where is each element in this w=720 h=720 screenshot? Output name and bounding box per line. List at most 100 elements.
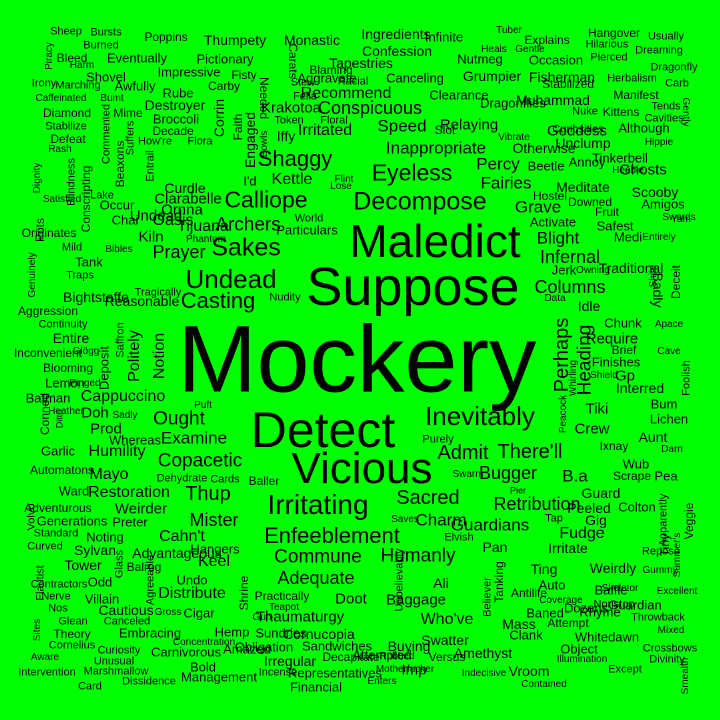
word-jerk: Jerk: [551, 262, 577, 278]
word-curdle: Curdle: [164, 180, 206, 196]
word-curiosities: Curiosities: [552, 123, 604, 136]
word-continuity: Continuity: [38, 318, 88, 331]
word-infernal: Infernal: [539, 247, 601, 267]
word-stabilized: Stabilized: [541, 77, 595, 91]
word-there-ll: There'll: [497, 441, 563, 463]
word-generations: Generations: [36, 513, 108, 529]
word-scrape: Scrape: [612, 469, 652, 483]
word-cornucopia: Cornucopia: [283, 626, 355, 642]
word-lake: Lake: [90, 189, 114, 202]
word-eyeless: Eyeless: [371, 159, 453, 186]
word-balrog: Balrog: [126, 560, 162, 574]
word-foolish: Foolish: [680, 360, 693, 396]
word-weirdly: Weirdly: [589, 560, 637, 576]
word-entirely: Entirely: [642, 232, 676, 243]
word-gun: Gun: [252, 612, 272, 623]
word-columns: Columns: [534, 277, 606, 297]
word-robbed: Robbed: [379, 651, 415, 662]
word-attempt: Attempt: [547, 616, 589, 630]
word-oasis: Oasis: [152, 212, 194, 229]
word-kittens: Kittens: [602, 105, 640, 119]
word-dignity: Dignity: [32, 162, 43, 194]
word-mayo: Mayo: [89, 466, 129, 483]
word-inappropriate: Inappropriate: [385, 138, 487, 158]
word-baned: Baned: [526, 605, 564, 621]
word-nonstop: Nonstop: [593, 598, 635, 611]
word-glass: Glass: [113, 549, 126, 579]
word-prod: Prod: [90, 420, 122, 438]
word-ward: Ward: [58, 483, 90, 499]
word-fairies: Fairies: [480, 173, 532, 193]
word-thup: Thup: [185, 483, 231, 505]
word-ditto: Ditto: [54, 409, 65, 429]
word-admit: Admit: [437, 442, 489, 464]
word-floral: Floral: [320, 114, 348, 127]
word-traps: Traps: [66, 269, 94, 282]
word-hilarious: Hilarious: [585, 38, 629, 51]
word-baller: Baller: [248, 474, 280, 488]
word-infinite: Infinite: [424, 29, 464, 45]
word-carby: Carby: [207, 79, 241, 93]
word-gross: Gross: [154, 607, 182, 618]
word-puft: Puft: [194, 400, 212, 411]
word-elvish: Elvish: [444, 531, 474, 544]
word-i-d: I'd: [243, 173, 257, 189]
word-heebie: Heebie: [612, 165, 644, 176]
word-doot: Doot: [335, 590, 367, 608]
word-bold: Bold: [189, 659, 217, 675]
word-amigos: Amigos: [641, 196, 685, 212]
word-swords: Swords: [662, 212, 696, 223]
word-cornelius: Cornelius: [48, 639, 96, 652]
word-tuber: Tuber: [496, 25, 522, 36]
word-amethyst: Amethyst: [453, 645, 513, 661]
word-flora: Flora: [187, 135, 213, 148]
word-buying: Buying: [387, 638, 431, 654]
word-needed: Needed: [257, 76, 271, 120]
word-decade: Decade: [152, 124, 194, 138]
word-swarm: Swarm: [452, 469, 484, 480]
word-stew: Stew: [290, 76, 316, 89]
word-shovel: Shovel: [86, 69, 126, 85]
word-speed: Speed: [377, 116, 427, 136]
word-irregular: Irregular: [263, 653, 317, 669]
word-financial: Financial: [289, 679, 343, 695]
word-nutmeg: Nutmeg: [457, 51, 503, 67]
word-shield: Shield: [590, 370, 618, 381]
word-diamond: Diamond: [42, 106, 92, 120]
word-cavities: Cavities: [644, 112, 684, 125]
word-percy: Percy: [476, 154, 520, 174]
word-carb: Carb: [665, 77, 689, 90]
word-conspicuous: Conspicuous: [317, 98, 423, 118]
word-hangover: Hangover: [587, 26, 641, 40]
word-cave: Cave: [657, 346, 681, 357]
word-card: Card: [78, 680, 102, 693]
word-conscripting: Conscripting: [79, 165, 93, 233]
word-illumination: Illumination: [556, 654, 608, 665]
word-nudity: Nudity: [269, 291, 301, 304]
word-ting: Ting: [530, 561, 558, 577]
word-contained: Contained: [521, 679, 567, 690]
word-blaming: Blaming: [309, 63, 353, 77]
word-owning: Owning: [576, 265, 610, 276]
word-activate: Activate: [529, 214, 577, 230]
word-brief: Brief: [611, 343, 637, 357]
word-practically: Practically: [254, 589, 310, 603]
word-rube: Rube: [162, 85, 194, 101]
word-inconvenient: Inconvenient: [13, 346, 83, 360]
word-fisherman: Fisherman: [528, 69, 596, 85]
word-crew: Crew: [574, 420, 610, 438]
word-darn: Darn: [661, 444, 683, 455]
word-dreaming: Dreaming: [635, 44, 683, 57]
word-gummy: Gummy: [642, 565, 678, 576]
word-harm: Harm: [69, 60, 95, 71]
word-bleed: Bleed: [56, 51, 88, 65]
word-teapot: Teapot: [268, 602, 300, 613]
word-baggage: Baggage: [385, 591, 447, 609]
word-commented: Commented: [100, 104, 113, 164]
word-casting: Casting: [180, 288, 256, 313]
word-blight: Blight: [536, 228, 580, 248]
word-examine: Examine: [160, 428, 228, 448]
word-hippie: Hippie: [644, 137, 674, 148]
word-safest: Safest: [596, 218, 634, 234]
word-skeletor: Skeletor: [601, 583, 639, 594]
